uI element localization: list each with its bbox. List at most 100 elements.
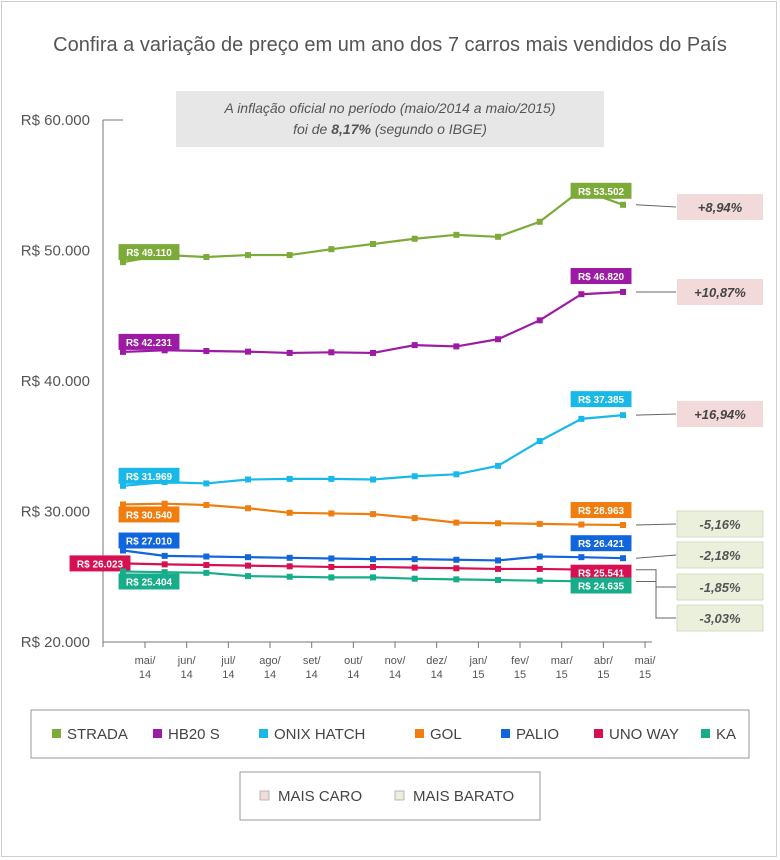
series-lines: R$ 49.110 R$ 53.502 R$ 42.231 R$ 46.820 R$ 3…: [69, 182, 632, 594]
data-point: [453, 343, 460, 350]
data-point: [578, 291, 585, 298]
data-point: [286, 349, 293, 356]
data-point: [578, 415, 585, 422]
callout-connector: [635, 554, 677, 559]
data-point: [578, 521, 585, 528]
legend-item: HB20 S: [153, 726, 220, 743]
x-tick-label: mai/15: [635, 655, 657, 681]
category-label: MAIS CARO: [278, 788, 362, 805]
callout-percent: -3,03%: [699, 611, 741, 626]
data-point: [411, 342, 418, 349]
data-point: [203, 347, 210, 354]
change-callouts: +8,94% +10,87% +16,94% -5,16% -2,18% -1,85% -3…: [635, 194, 764, 632]
data-point: [495, 557, 502, 564]
end-value-label: R$ 37.385: [578, 395, 625, 406]
data-point: [245, 554, 252, 561]
data-point: [328, 555, 335, 562]
legend-swatch: [501, 729, 510, 738]
end-value-label-bg: [570, 577, 632, 594]
callout-percent: +10,87%: [694, 285, 746, 300]
change-callout: -3,03%: [636, 581, 764, 632]
data-point: [411, 473, 418, 480]
y-tick-label: R$ 20.000: [21, 634, 90, 651]
legend-item: PALIO: [501, 726, 559, 743]
data-point: [370, 349, 377, 356]
data-point: [286, 563, 293, 570]
start-value-label: R$ 25.404: [126, 577, 173, 588]
x-tick-label: abr/15: [594, 655, 614, 681]
end-value-label-bg: [570, 182, 632, 199]
legend-swatch: [153, 729, 162, 738]
end-value-label: R$ 53.502: [578, 187, 625, 198]
legend-label: KA: [716, 726, 736, 743]
x-tick-label: jan/15: [468, 655, 488, 681]
data-point: [286, 573, 293, 580]
callout-connector: [635, 413, 677, 416]
legend-label: GOL: [430, 726, 462, 743]
y-tick-label: R$ 40.000: [21, 373, 90, 390]
legend-swatch: [52, 729, 61, 738]
series-hb20-s: R$ 42.231 R$ 46.820: [118, 267, 632, 356]
x-tick-label: fev/15: [511, 655, 530, 681]
data-point: [120, 568, 126, 575]
chart-title: Confira a variação de preço em um ano do…: [53, 34, 727, 56]
callout-percent: +16,94%: [694, 407, 746, 422]
x-tick-label: mai/14: [135, 655, 157, 681]
data-point: [411, 235, 418, 242]
change-callout: -2,18%: [635, 541, 764, 569]
data-point: [620, 555, 627, 562]
data-point: [495, 520, 502, 527]
data-point: [620, 201, 627, 208]
callout-box: [677, 194, 763, 220]
data-point: [453, 576, 460, 583]
data-point: [536, 553, 543, 560]
data-point: [245, 505, 252, 512]
data-point: [411, 556, 418, 563]
series-onix-hatch: R$ 31.969 R$ 37.385: [118, 391, 632, 489]
data-point: [370, 556, 377, 563]
data-point: [328, 510, 335, 517]
category-legend-item: MAIS BARATO: [394, 788, 514, 805]
callout-percent: -5,16%: [699, 517, 741, 532]
legend-item: STRADA: [52, 726, 128, 743]
start-value-label: R$ 49.110: [126, 248, 172, 259]
data-point: [161, 347, 168, 354]
legend-label: STRADA: [67, 726, 128, 743]
data-point: [536, 520, 543, 527]
start-value-label-bg: [118, 333, 180, 350]
data-point: [370, 574, 377, 581]
data-point: [161, 552, 168, 559]
y-tick-label: R$ 30.000: [21, 504, 90, 521]
start-value-label: R$ 31.969: [126, 472, 173, 483]
series-strada: R$ 49.110 R$ 53.502: [118, 182, 632, 266]
data-point: [328, 246, 335, 253]
data-point: [245, 476, 252, 483]
callout-percent: +8,94%: [698, 200, 743, 215]
start-value-label: R$ 42.231: [126, 338, 173, 349]
axes: R$ 20.000 R$ 30.000 R$ 40.000 R$ 50.000 R$ 6…: [21, 112, 657, 681]
data-point: [203, 254, 210, 261]
callout-connector: [636, 569, 676, 588]
callout-connector: [635, 204, 677, 208]
change-callout: +10,87%: [635, 279, 763, 305]
end-value-label-bg: [570, 391, 632, 408]
series-uno-way: R$ 26.023 R$ 25.541: [69, 555, 632, 581]
end-value-label-bg: [570, 267, 632, 284]
data-point: [203, 569, 210, 576]
data-point: [286, 509, 293, 516]
start-value-label-bg: [118, 506, 180, 523]
x-tick-label: jun/14: [177, 655, 197, 681]
data-point: [536, 565, 543, 572]
data-point: [495, 336, 502, 343]
x-tick-label: dez/14: [426, 655, 448, 681]
data-point: [120, 348, 126, 355]
data-point: [536, 438, 543, 445]
callout-box: [677, 401, 763, 427]
note-box: A inflação oficial no período (maio/2014…: [176, 91, 604, 147]
data-point: [495, 577, 502, 584]
legend-item: ONIX HATCH: [259, 726, 365, 743]
data-point: [203, 480, 210, 487]
x-tick-label: set/14: [303, 655, 322, 681]
